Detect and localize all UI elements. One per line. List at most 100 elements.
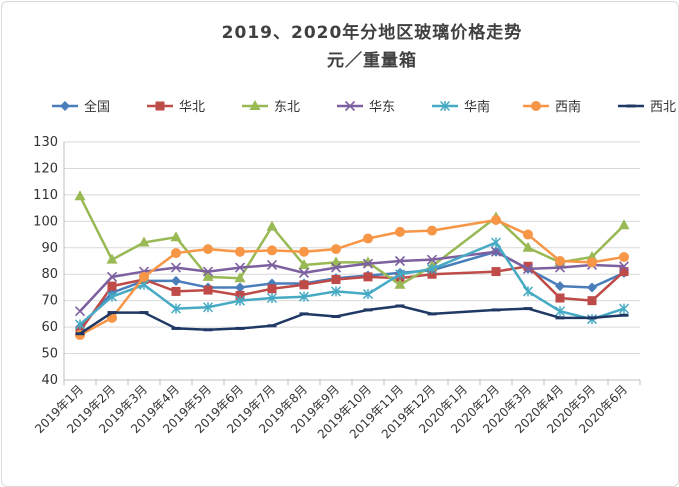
data-point bbox=[555, 316, 565, 320]
data-point bbox=[266, 259, 278, 271]
legend-label: 华南 bbox=[464, 99, 490, 115]
data-point bbox=[331, 315, 341, 319]
y-tick-label: 80 bbox=[41, 267, 58, 282]
legend-item: 华北 bbox=[147, 100, 205, 115]
data-point bbox=[490, 237, 502, 248]
data-point bbox=[491, 215, 501, 226]
data-point bbox=[299, 280, 309, 290]
data-point bbox=[491, 267, 501, 277]
data-point bbox=[555, 281, 565, 292]
series-4 bbox=[74, 237, 630, 330]
data-point bbox=[362, 258, 374, 269]
data-point bbox=[299, 312, 309, 316]
data-point bbox=[170, 231, 182, 242]
legend-marker bbox=[439, 100, 451, 112]
data-point bbox=[202, 270, 214, 281]
legend-label: 西南 bbox=[555, 99, 581, 115]
data-point bbox=[170, 303, 182, 314]
data-point bbox=[170, 262, 182, 273]
y-tick-label: 90 bbox=[41, 241, 58, 256]
legend-label: 西北 bbox=[650, 100, 676, 115]
data-point bbox=[203, 328, 213, 332]
data-point bbox=[267, 245, 277, 256]
y-tick-label: 60 bbox=[41, 320, 58, 335]
data-point bbox=[138, 236, 150, 247]
legend: 全国 华北 东北 华东 华南 西南 西北 bbox=[52, 99, 676, 115]
series-1 bbox=[75, 261, 629, 336]
chart-title: 2019、2020年分地区玻璃价格走势 bbox=[222, 22, 523, 43]
data-point bbox=[107, 281, 117, 291]
data-point bbox=[234, 272, 246, 283]
legend-label: 华东 bbox=[369, 100, 395, 115]
legend-item: 华东 bbox=[337, 100, 395, 115]
data-point bbox=[75, 332, 85, 336]
legend-marker bbox=[344, 100, 356, 112]
series-3 bbox=[74, 246, 630, 317]
series-5 bbox=[75, 215, 629, 341]
data-point bbox=[235, 290, 245, 300]
series-6 bbox=[75, 304, 629, 336]
data-point bbox=[107, 311, 117, 315]
y-tick-label: 110 bbox=[33, 188, 58, 203]
data-point bbox=[587, 282, 597, 293]
data-point bbox=[266, 220, 278, 231]
data-point bbox=[619, 313, 629, 317]
data-point bbox=[491, 308, 501, 312]
y-tick-label: 100 bbox=[33, 214, 58, 229]
data-point bbox=[587, 257, 597, 268]
data-point bbox=[203, 285, 213, 295]
data-point bbox=[235, 246, 245, 257]
legend-label: 全国 bbox=[84, 99, 110, 115]
data-point bbox=[299, 246, 309, 257]
y-tick-label: 120 bbox=[33, 161, 58, 176]
grid bbox=[64, 141, 640, 381]
data-point bbox=[203, 244, 213, 255]
data-point bbox=[522, 286, 534, 297]
data-point bbox=[74, 319, 86, 330]
data-point bbox=[523, 307, 533, 311]
legend-item: 东北 bbox=[242, 100, 300, 115]
data-point bbox=[267, 324, 277, 328]
data-point bbox=[394, 255, 406, 267]
data-point bbox=[395, 226, 405, 237]
y-tick-label: 130 bbox=[33, 135, 58, 150]
data-point bbox=[74, 190, 86, 201]
data-point bbox=[618, 261, 630, 272]
data-point bbox=[106, 291, 118, 302]
data-point bbox=[523, 229, 533, 240]
data-point bbox=[266, 292, 278, 304]
data-point bbox=[298, 267, 310, 278]
data-point bbox=[234, 295, 246, 306]
data-point bbox=[427, 269, 437, 279]
legend-marker bbox=[626, 104, 636, 108]
data-point bbox=[330, 262, 342, 273]
data-point bbox=[587, 316, 597, 320]
data-point bbox=[106, 253, 118, 264]
data-point bbox=[298, 258, 310, 269]
legend-marker bbox=[531, 101, 541, 111]
data-point bbox=[171, 275, 181, 286]
data-point bbox=[555, 293, 565, 303]
data-point bbox=[394, 269, 406, 280]
data-point bbox=[619, 267, 629, 277]
series-line bbox=[78, 195, 625, 287]
data-point bbox=[426, 254, 438, 265]
y-axis: 130 120 110 100 90 80 70 60 50 40 bbox=[33, 135, 65, 388]
data-point bbox=[74, 306, 86, 317]
data-point bbox=[363, 308, 373, 312]
data-point bbox=[618, 303, 630, 314]
data-point bbox=[522, 241, 534, 252]
data-point bbox=[587, 296, 597, 306]
y-tick-label: 40 bbox=[41, 373, 58, 388]
data-point bbox=[618, 219, 630, 230]
data-point bbox=[330, 286, 342, 297]
legend-label: 华北 bbox=[179, 100, 205, 115]
data-point bbox=[427, 312, 437, 316]
y-tick-label: 70 bbox=[41, 294, 58, 309]
data-point bbox=[363, 233, 373, 244]
data-point bbox=[363, 272, 373, 282]
data-point bbox=[522, 263, 534, 274]
legend-item: 全国 bbox=[52, 99, 110, 115]
